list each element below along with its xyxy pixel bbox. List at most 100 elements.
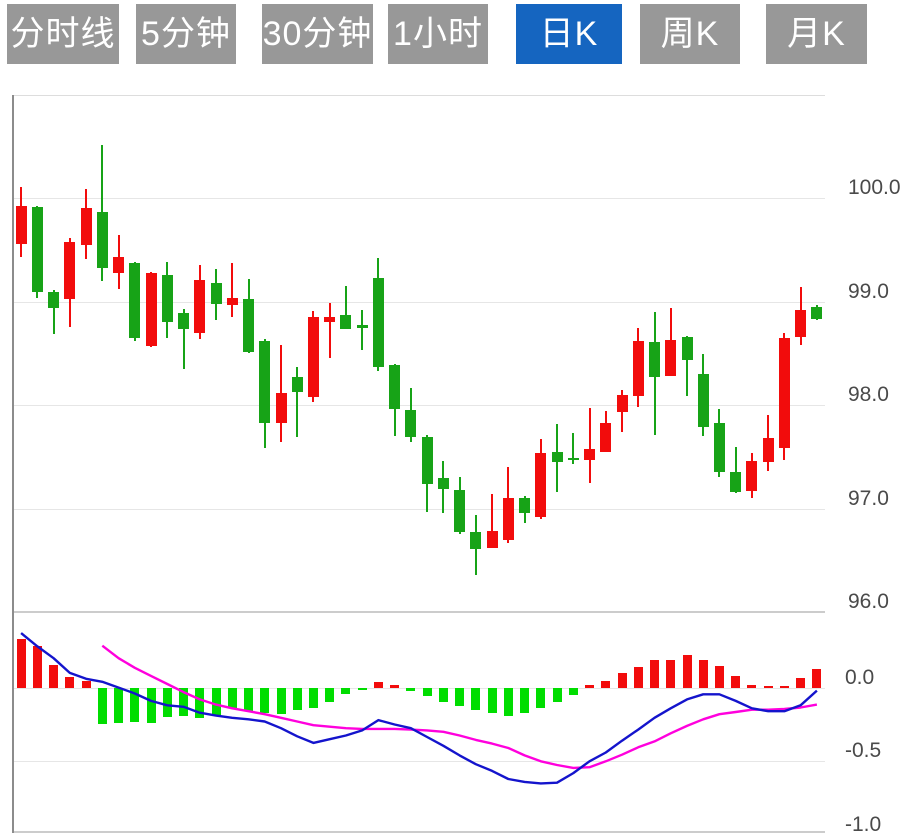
candle-wick: [686, 335, 688, 396]
candle-body: [389, 364, 401, 410]
candle-body: [194, 280, 206, 333]
macd-histogram-bar: [650, 660, 659, 688]
macd-histogram-bar: [195, 687, 205, 719]
candle-body: [405, 410, 417, 438]
macd-histogram-bar: [162, 687, 172, 718]
macd-histogram-bar: [292, 687, 302, 710]
candle-body: [649, 342, 660, 378]
candle-body: [551, 451, 563, 462]
interval-tabbar: 分时线 5分钟 30分钟 1小时 日K 周K 月K: [0, 0, 912, 70]
candle-body: [324, 317, 336, 323]
candle-body: [600, 422, 612, 452]
macd-histogram-bar: [666, 659, 676, 688]
candle-body: [275, 392, 287, 423]
candle-body: [746, 461, 758, 491]
price-axis-label: 97.0: [848, 486, 889, 510]
tab-30min[interactable]: 30分钟: [262, 4, 373, 64]
macd-histogram-bar: [211, 687, 221, 716]
macd-histogram-bar: [97, 687, 107, 725]
macd-axis-label: -1.0: [845, 812, 882, 836]
macd-gridline: [12, 761, 825, 763]
macd-histogram-bar: [325, 687, 335, 703]
candle-body: [421, 437, 433, 484]
candle-body: [307, 317, 319, 397]
price-gridline: [12, 198, 825, 200]
candle-body: [616, 394, 628, 413]
price-axis-label: 100.0: [848, 176, 901, 200]
macd-histogram-bar: [731, 675, 741, 688]
candle-body: [226, 297, 238, 305]
macd-histogram-bar: [633, 667, 643, 688]
macd-histogram-bar: [552, 687, 562, 703]
macd-histogram-bar: [244, 687, 253, 712]
candle-body: [356, 324, 368, 328]
macd-histogram-bar: [357, 687, 367, 691]
macd-histogram-bar: [438, 687, 448, 703]
candle-wick: [361, 310, 364, 351]
tab-weekly-k[interactable]: 周K: [640, 4, 740, 64]
tab-daily-k[interactable]: 日K: [516, 4, 622, 64]
macd-histogram-bar: [32, 646, 42, 688]
tab-5min[interactable]: 5分钟: [136, 4, 236, 64]
macd-axis-label: 0.0: [845, 665, 875, 689]
price-gridline: [12, 508, 825, 510]
candle-body: [454, 490, 466, 533]
candle-body: [64, 241, 76, 299]
candle-wick: [344, 286, 347, 329]
panel-divider-line: [12, 611, 825, 613]
macd-histogram-bar: [763, 686, 773, 689]
macd-histogram-bar: [406, 687, 416, 692]
price-axis-label: 96.0: [848, 590, 889, 613]
macd-histogram-bar: [601, 681, 611, 688]
candle-body: [113, 257, 125, 273]
tab-timeline[interactable]: 分时线: [7, 4, 119, 64]
candle-body: [762, 438, 774, 463]
macd-histogram-bar: [617, 672, 627, 688]
candle-body: [80, 207, 92, 245]
macd-histogram-bar: [536, 687, 546, 709]
macd-histogram-bar: [81, 681, 91, 688]
candle-body: [210, 283, 222, 304]
candle-body: [48, 291, 60, 308]
candle-body: [437, 477, 449, 489]
candle-body: [665, 340, 677, 377]
macd-histogram-bar: [812, 668, 822, 688]
candle-body: [486, 531, 498, 548]
price-gridline: [12, 301, 825, 303]
tab-monthly-k[interactable]: 月K: [766, 4, 867, 64]
candle-body: [778, 338, 790, 448]
macd-histogram-bar: [179, 687, 188, 716]
candle-body: [697, 374, 709, 427]
candle-wick: [231, 262, 234, 318]
macd-histogram-bar: [146, 687, 156, 723]
candle-wick: [491, 494, 494, 548]
candle-body: [372, 278, 384, 367]
macd-histogram-bar: [227, 687, 237, 709]
candle-body: [502, 498, 514, 540]
macd-histogram-bar: [779, 686, 789, 689]
candle-body: [96, 211, 108, 268]
candle-wick: [328, 302, 331, 358]
candle-body: [15, 205, 27, 244]
candle-wick: [182, 309, 185, 369]
macd-histogram-bar: [260, 687, 270, 713]
macd-histogram-bar: [487, 687, 497, 713]
candle-wick: [296, 366, 299, 438]
macd-histogram-bar: [16, 639, 26, 688]
macd-histogram-bar: [698, 659, 708, 688]
macd-histogram-bar: [455, 687, 465, 706]
candle-wick: [588, 408, 591, 483]
macd-histogram-bar: [308, 687, 318, 709]
candle-wick: [734, 446, 737, 494]
macd-histogram-bar: [471, 687, 481, 710]
chart-bottom-border: [12, 831, 825, 833]
macd-histogram-bar: [747, 684, 757, 688]
candle-body: [795, 310, 807, 337]
macd-histogram-bar: [65, 677, 75, 688]
tab-1hour[interactable]: 1小时: [388, 4, 488, 64]
candle-body: [730, 472, 742, 492]
macd-histogram-bar: [503, 687, 513, 716]
